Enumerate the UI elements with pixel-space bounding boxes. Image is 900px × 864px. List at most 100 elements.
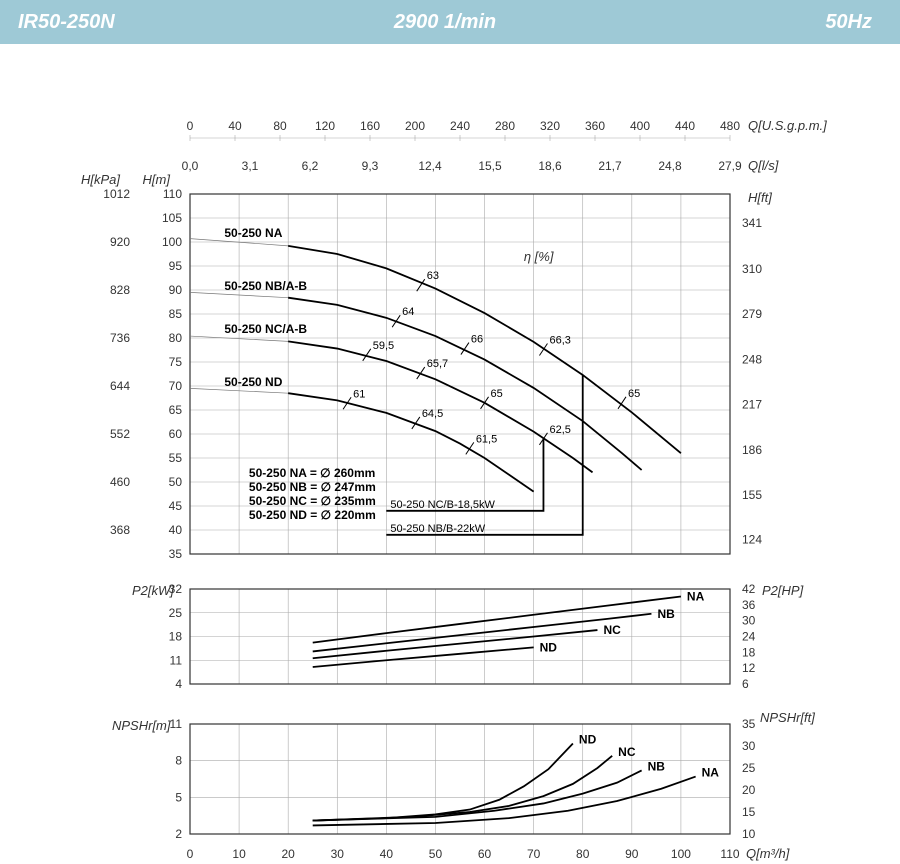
svg-text:20: 20	[282, 847, 296, 861]
header-bar: IR50-250N 2900 1/min 50Hz	[0, 0, 900, 44]
svg-text:65: 65	[169, 403, 183, 417]
svg-text:12,4: 12,4	[418, 159, 442, 173]
chart-svg: 04080120160200240280320360400440480Q[U.S…	[0, 44, 900, 864]
svg-text:65,7: 65,7	[427, 358, 448, 370]
svg-text:NC: NC	[603, 623, 621, 637]
svg-text:50-250 NC = ∅ 235mm: 50-250 NC = ∅ 235mm	[249, 494, 376, 508]
svg-text:440: 440	[675, 119, 695, 133]
svg-text:42: 42	[742, 582, 756, 596]
svg-text:61: 61	[353, 388, 365, 400]
svg-text:100: 100	[671, 847, 691, 861]
svg-text:155: 155	[742, 488, 762, 502]
svg-text:50: 50	[169, 475, 183, 489]
svg-text:11: 11	[170, 653, 183, 667]
svg-text:30: 30	[331, 847, 345, 861]
svg-text:NB: NB	[648, 759, 666, 773]
svg-text:H[kPa]: H[kPa]	[81, 172, 120, 187]
svg-text:18: 18	[169, 630, 183, 644]
svg-text:ND: ND	[579, 733, 597, 747]
svg-text:NA: NA	[702, 766, 720, 780]
svg-text:4: 4	[175, 677, 182, 691]
svg-text:95: 95	[169, 259, 183, 273]
svg-text:480: 480	[720, 119, 740, 133]
svg-text:50-250 NB/A-B: 50-250 NB/A-B	[224, 279, 307, 293]
svg-text:66,3: 66,3	[549, 335, 570, 347]
svg-text:50-250 NB = ∅ 247mm: 50-250 NB = ∅ 247mm	[249, 480, 376, 494]
svg-text:280: 280	[495, 119, 515, 133]
header-model: IR50-250N	[0, 11, 303, 34]
svg-text:25: 25	[742, 761, 756, 775]
svg-text:15,5: 15,5	[478, 159, 502, 173]
header-speed: 2900 1/min	[303, 11, 588, 34]
svg-text:40: 40	[228, 119, 242, 133]
svg-text:6: 6	[742, 677, 749, 691]
svg-text:20: 20	[742, 783, 756, 797]
svg-text:60: 60	[169, 427, 183, 441]
svg-text:40: 40	[380, 847, 394, 861]
svg-text:100: 100	[162, 235, 182, 249]
svg-text:64: 64	[402, 306, 414, 318]
svg-text:217: 217	[742, 398, 762, 412]
svg-text:9,3: 9,3	[362, 159, 379, 173]
svg-text:644: 644	[110, 379, 130, 393]
svg-text:50-250 NB/B-22kW: 50-250 NB/B-22kW	[390, 523, 485, 535]
svg-text:Q[U.S.g.p.m.]: Q[U.S.g.p.m.]	[748, 118, 827, 133]
svg-text:50-250 NA = ∅ 260mm: 50-250 NA = ∅ 260mm	[249, 466, 375, 480]
svg-text:2: 2	[175, 827, 182, 841]
svg-text:H[m]: H[m]	[143, 172, 171, 187]
svg-text:65: 65	[491, 388, 503, 400]
svg-text:320: 320	[540, 119, 560, 133]
svg-text:NC: NC	[618, 745, 636, 759]
svg-text:85: 85	[169, 307, 183, 321]
svg-text:110: 110	[163, 187, 182, 201]
svg-text:15: 15	[742, 805, 756, 819]
svg-text:H[ft]: H[ft]	[748, 190, 772, 205]
svg-text:10: 10	[742, 827, 756, 841]
svg-text:240: 240	[450, 119, 470, 133]
svg-text:63: 63	[427, 270, 439, 282]
svg-text:36: 36	[742, 598, 756, 612]
svg-text:1012: 1012	[103, 187, 130, 201]
svg-text:NA: NA	[687, 589, 705, 603]
svg-text:64,5: 64,5	[422, 408, 443, 420]
svg-text:27,9: 27,9	[718, 159, 742, 173]
svg-text:0,0: 0,0	[182, 159, 199, 173]
svg-text:35: 35	[169, 547, 183, 561]
svg-text:18: 18	[742, 645, 756, 659]
svg-text:5: 5	[175, 790, 182, 804]
svg-text:50-250 NC/B-18,5kW: 50-250 NC/B-18,5kW	[390, 499, 495, 511]
svg-text:90: 90	[625, 847, 639, 861]
svg-text:70: 70	[169, 379, 183, 393]
svg-text:18,6: 18,6	[538, 159, 562, 173]
svg-text:110: 110	[720, 847, 739, 861]
svg-text:105: 105	[162, 211, 182, 225]
header-freq: 50Hz	[587, 11, 900, 34]
svg-text:Q[m³/h]: Q[m³/h]	[746, 846, 790, 861]
svg-text:50: 50	[429, 847, 443, 861]
svg-text:80: 80	[169, 331, 183, 345]
svg-text:NB: NB	[657, 607, 675, 621]
svg-text:80: 80	[576, 847, 590, 861]
svg-text:30: 30	[742, 614, 756, 628]
svg-text:124: 124	[742, 533, 762, 547]
svg-text:160: 160	[360, 119, 380, 133]
svg-text:66: 66	[471, 334, 483, 346]
svg-text:50-250 ND = ∅ 220mm: 50-250 ND = ∅ 220mm	[249, 508, 376, 522]
svg-text:6,2: 6,2	[302, 159, 319, 173]
svg-text:120: 120	[315, 119, 335, 133]
svg-text:3,1: 3,1	[242, 159, 259, 173]
svg-text:50-250 NC/A-B: 50-250 NC/A-B	[224, 322, 307, 336]
svg-text:90: 90	[169, 283, 183, 297]
svg-text:0: 0	[187, 847, 194, 861]
svg-text:59,5: 59,5	[373, 340, 394, 352]
svg-text:360: 360	[585, 119, 605, 133]
svg-text:736: 736	[110, 331, 130, 345]
svg-text:24,8: 24,8	[658, 159, 682, 173]
svg-text:55: 55	[169, 451, 183, 465]
svg-text:25: 25	[169, 606, 183, 620]
svg-text:248: 248	[742, 353, 762, 367]
svg-text:65: 65	[628, 388, 640, 400]
svg-text:75: 75	[169, 355, 183, 369]
svg-text:12: 12	[742, 661, 756, 675]
svg-text:24: 24	[742, 630, 756, 644]
